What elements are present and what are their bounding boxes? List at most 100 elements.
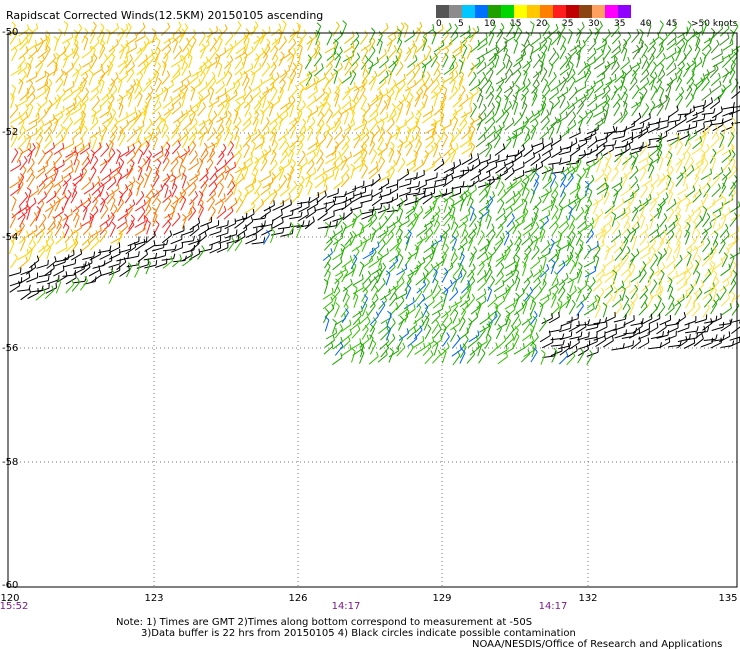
wind-barb-feather xyxy=(632,69,637,75)
wind-barb-feather xyxy=(279,86,284,91)
wind-barb-feather xyxy=(404,235,410,240)
wind-barb xyxy=(45,204,56,213)
wind-barb xyxy=(118,135,126,147)
wind-barb-feather xyxy=(171,103,175,109)
wind-barb xyxy=(91,100,100,111)
wind-barb xyxy=(639,73,650,83)
legend-label: 35 xyxy=(614,19,626,29)
wind-barb-feather xyxy=(308,180,313,185)
wind-barb-feather xyxy=(44,70,50,75)
wind-barb-feather xyxy=(155,33,157,39)
wind-barb-feather xyxy=(236,79,241,85)
wind-barb-feather xyxy=(151,49,154,55)
wind-barb-feather xyxy=(239,71,243,77)
wind-barb xyxy=(584,32,593,44)
wind-barb-feather xyxy=(555,23,559,29)
wind-barb-feather xyxy=(267,100,271,106)
wind-barb-feather xyxy=(440,114,442,120)
wind-barb-feather xyxy=(234,197,238,203)
wind-barb-feather xyxy=(645,103,650,108)
wind-barb xyxy=(531,249,540,260)
wind-barb xyxy=(164,200,172,212)
wind-barb xyxy=(601,65,611,76)
wind-barb-feather xyxy=(662,173,666,179)
wind-barb-feather xyxy=(202,102,206,108)
wind-barb-feather xyxy=(728,263,731,269)
wind-barb xyxy=(191,70,202,78)
wind-barb xyxy=(631,105,639,117)
wind-barb xyxy=(63,52,74,61)
wind-barb-feather xyxy=(484,112,487,118)
wind-barb-feather xyxy=(151,28,157,33)
wind-barb-feather xyxy=(478,211,484,216)
wind-barb xyxy=(641,179,653,188)
wind-barb xyxy=(350,100,360,111)
wind-barb-feather xyxy=(24,191,29,197)
wind-barb-feather xyxy=(409,92,414,98)
wind-barb xyxy=(206,63,212,75)
wind-barb-feather xyxy=(62,159,65,165)
wind-barb-feather xyxy=(66,39,71,45)
wind-barb xyxy=(623,95,628,107)
wind-barb xyxy=(164,186,169,199)
wind-barb-feather xyxy=(23,135,27,141)
wind-barb-feather xyxy=(585,110,588,116)
wind-barb-feather xyxy=(31,85,36,91)
wind-barb xyxy=(254,104,262,115)
wind-barb-feather xyxy=(473,71,477,77)
wind-barb-feather xyxy=(254,116,259,121)
wind-barb-feather xyxy=(547,240,550,246)
wind-barb-feather xyxy=(70,88,73,94)
wind-barb-feather xyxy=(185,109,189,115)
wind-barb-feather xyxy=(502,61,506,67)
wind-barb-feather xyxy=(79,222,82,228)
wind-barb-feather xyxy=(407,215,410,221)
wind-barb-feather xyxy=(85,87,90,93)
wind-barb xyxy=(191,101,202,110)
wind-barb-feather xyxy=(522,144,525,150)
wind-barb-feather xyxy=(138,109,142,115)
wind-barb xyxy=(710,177,720,188)
wind-barb-feather xyxy=(733,236,737,242)
wind-barb-feather xyxy=(138,148,144,154)
wind-barb xyxy=(388,49,397,59)
wind-barb xyxy=(385,273,391,286)
wind-barb xyxy=(396,41,403,53)
wind-barb xyxy=(620,79,625,91)
wind-barb-feather xyxy=(706,183,711,188)
wind-barb-feather xyxy=(480,230,485,235)
wind-barb-feather xyxy=(382,262,387,268)
wind-barb-feather xyxy=(161,117,167,122)
wind-barb-feather xyxy=(212,76,217,82)
wind-barb-feather xyxy=(611,255,614,261)
wind-barb xyxy=(412,47,418,59)
wind-barb xyxy=(675,91,685,101)
wind-barb-feather xyxy=(386,23,389,29)
wind-barb xyxy=(412,120,420,132)
wind-barb-feather xyxy=(712,213,717,218)
wind-barb xyxy=(542,25,550,37)
wind-barb xyxy=(449,257,458,268)
wind-barb-feather xyxy=(320,101,325,107)
wind-barb-feather xyxy=(726,230,730,236)
wind-barb-feather xyxy=(406,126,412,131)
wind-barb xyxy=(243,79,250,91)
wind-barb-feather xyxy=(161,145,164,151)
wind-barb-feather xyxy=(529,21,535,25)
wind-barb xyxy=(286,52,297,62)
wind-barb xyxy=(116,257,129,262)
wind-barb xyxy=(468,75,477,86)
wind-barb xyxy=(332,67,343,76)
wind-barb xyxy=(694,49,701,61)
wind-barb xyxy=(719,128,727,140)
wind-barb-feather xyxy=(386,226,389,232)
wind-barb xyxy=(601,33,611,43)
wind-barb-feather xyxy=(530,270,534,276)
wind-barb-feather xyxy=(378,222,382,228)
wind-barb-feather xyxy=(561,93,566,98)
wind-barb xyxy=(46,101,57,110)
wind-barb xyxy=(468,134,474,147)
wind-barb xyxy=(637,41,644,54)
wind-barb-feather xyxy=(454,109,458,114)
wind-barb-feather xyxy=(367,103,371,108)
